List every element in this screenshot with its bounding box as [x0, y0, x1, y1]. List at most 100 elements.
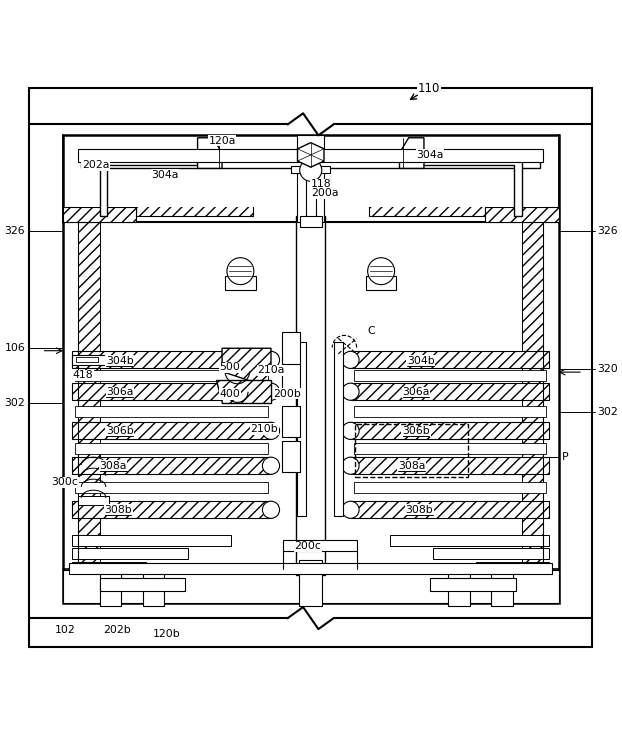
Bar — [366, 276, 396, 290]
Text: P: P — [562, 452, 569, 462]
Bar — [136, 167, 253, 216]
Bar — [353, 482, 546, 493]
Bar — [225, 276, 256, 290]
Bar — [297, 342, 307, 516]
Circle shape — [262, 383, 279, 400]
Bar — [142, 571, 164, 606]
Text: 200a: 200a — [311, 188, 338, 198]
Bar — [351, 501, 549, 518]
Text: 306b: 306b — [402, 427, 430, 436]
Polygon shape — [399, 138, 424, 168]
Text: C: C — [367, 326, 374, 336]
Bar — [75, 406, 268, 417]
Text: 308a: 308a — [398, 460, 425, 471]
Bar — [72, 458, 271, 474]
Bar — [306, 164, 315, 225]
Circle shape — [342, 458, 359, 474]
Bar — [390, 535, 549, 546]
Circle shape — [300, 159, 322, 182]
Bar — [353, 370, 546, 381]
Bar — [299, 560, 322, 606]
Bar — [326, 223, 559, 569]
Text: 400: 400 — [220, 389, 241, 399]
Text: 306b: 306b — [106, 427, 134, 436]
Bar — [351, 351, 549, 368]
Bar — [351, 458, 549, 474]
Bar — [433, 548, 549, 559]
Text: 120a: 120a — [208, 136, 236, 146]
Text: 302: 302 — [597, 407, 618, 417]
Bar — [63, 207, 136, 223]
Text: 500: 500 — [220, 362, 241, 373]
Text: 300c: 300c — [52, 477, 78, 488]
Bar — [448, 571, 470, 606]
Bar — [353, 406, 546, 417]
Text: 304b: 304b — [106, 356, 134, 366]
Bar — [78, 223, 100, 569]
Circle shape — [368, 258, 394, 285]
Circle shape — [342, 383, 359, 400]
Circle shape — [262, 422, 279, 439]
Text: 320: 320 — [597, 364, 618, 374]
Bar — [75, 370, 268, 381]
Bar — [430, 578, 516, 591]
Circle shape — [342, 351, 359, 368]
Text: 106: 106 — [4, 343, 25, 353]
Bar — [63, 223, 295, 569]
Text: 110: 110 — [417, 82, 440, 95]
Text: 304a: 304a — [416, 150, 443, 160]
Bar — [100, 571, 121, 606]
Text: 302: 302 — [4, 397, 25, 408]
Polygon shape — [297, 143, 324, 167]
Bar — [72, 383, 271, 400]
Bar — [476, 561, 549, 573]
Bar — [355, 424, 468, 477]
Bar — [282, 332, 300, 366]
Text: 120b: 120b — [153, 629, 181, 639]
Bar — [81, 155, 540, 168]
Polygon shape — [418, 153, 522, 216]
Text: 118: 118 — [311, 179, 332, 190]
Circle shape — [227, 258, 254, 285]
Text: 306a: 306a — [106, 387, 134, 397]
Bar — [491, 571, 513, 606]
Polygon shape — [100, 153, 203, 216]
Bar — [282, 406, 300, 437]
Bar — [282, 364, 300, 397]
Bar — [75, 443, 268, 454]
Bar — [78, 496, 109, 505]
Bar — [353, 443, 546, 454]
Bar — [297, 135, 324, 223]
Text: 304a: 304a — [151, 170, 179, 180]
Text: 202a: 202a — [81, 160, 109, 171]
Circle shape — [342, 501, 359, 518]
Bar — [72, 501, 271, 518]
Bar — [291, 166, 330, 173]
Bar — [283, 539, 356, 550]
Circle shape — [262, 351, 279, 368]
Bar — [72, 355, 106, 365]
Bar — [72, 422, 271, 439]
Bar — [72, 548, 188, 559]
Bar — [72, 535, 231, 546]
Polygon shape — [222, 348, 271, 384]
Bar — [63, 569, 559, 603]
Bar — [369, 167, 485, 216]
Circle shape — [262, 501, 279, 518]
Bar — [78, 138, 543, 207]
Polygon shape — [198, 138, 222, 168]
Bar — [522, 223, 543, 569]
Bar — [334, 342, 343, 516]
Text: 200c: 200c — [294, 542, 321, 551]
Bar — [69, 563, 552, 574]
Circle shape — [262, 458, 279, 474]
Bar — [351, 422, 549, 439]
Bar — [63, 135, 559, 603]
Bar — [75, 482, 268, 493]
Bar — [351, 383, 549, 400]
Bar — [78, 149, 543, 163]
Text: 200b: 200b — [274, 389, 302, 398]
Text: 308a: 308a — [100, 460, 127, 471]
Text: 418: 418 — [72, 370, 93, 380]
Bar — [296, 216, 325, 575]
